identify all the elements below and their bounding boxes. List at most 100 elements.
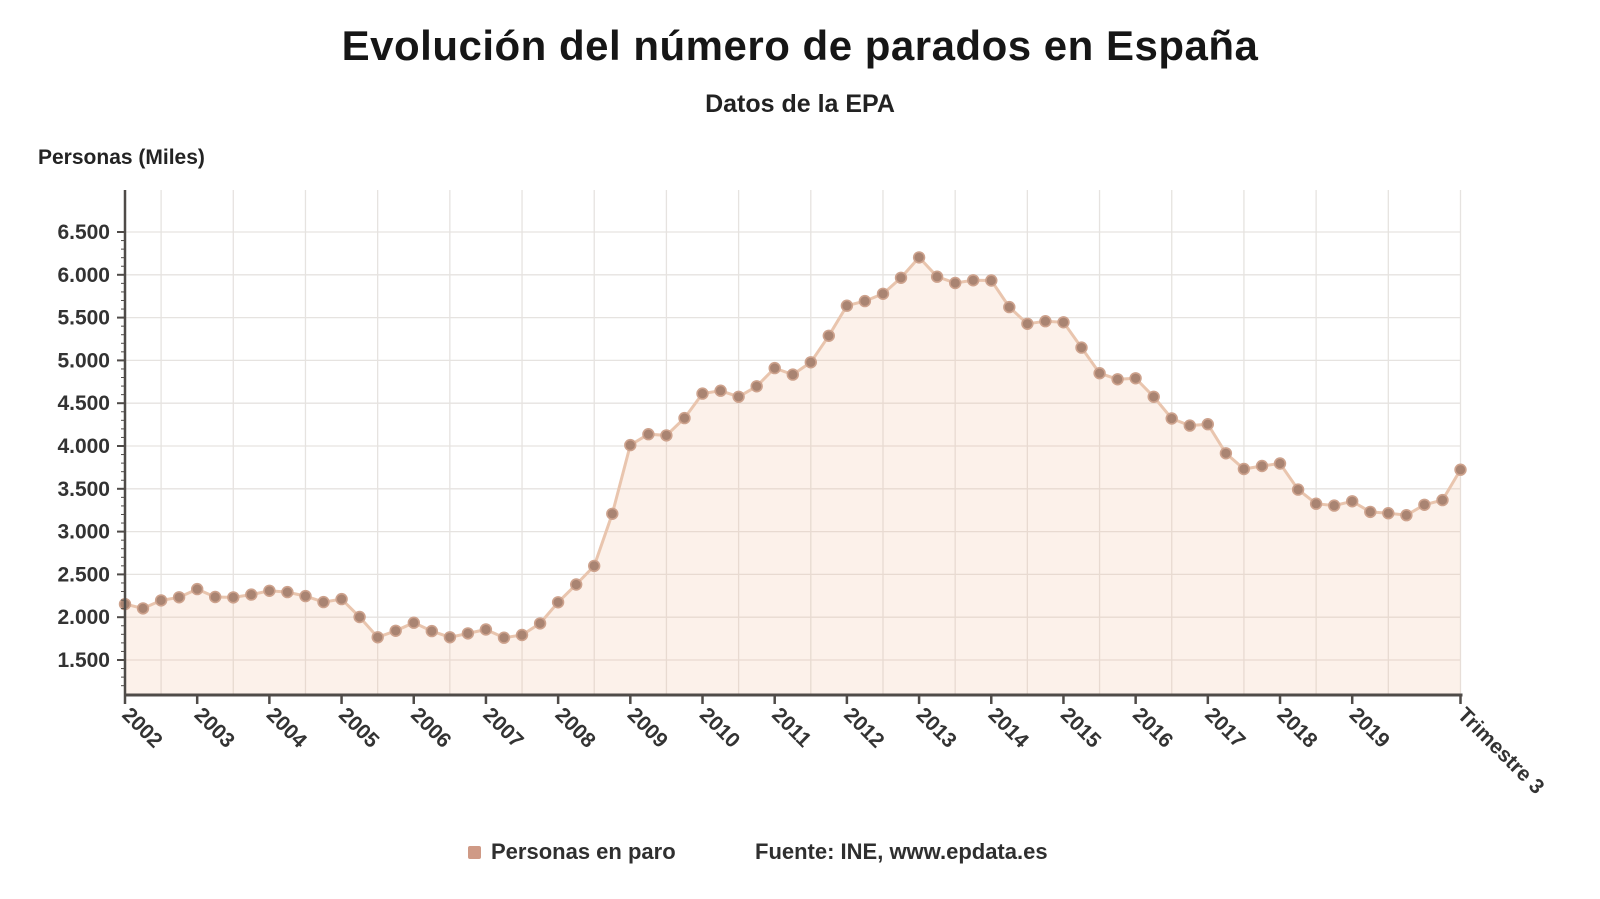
data-point	[894, 271, 908, 284]
data-point	[678, 411, 691, 425]
data-point	[209, 590, 222, 604]
data-point	[660, 429, 673, 442]
data-point	[1111, 373, 1124, 386]
x-tick-label: 2004	[262, 703, 312, 753]
data-point	[750, 380, 763, 393]
data-point	[587, 559, 601, 573]
data-point	[912, 251, 926, 264]
data-point	[299, 589, 312, 603]
data-point	[425, 624, 438, 638]
data-point	[1255, 459, 1269, 473]
data-point	[1273, 457, 1287, 470]
x-tick-label: 2018	[1272, 703, 1322, 753]
data-point	[1057, 316, 1070, 329]
x-tick-label: 2010	[695, 703, 744, 752]
x-tick-label: 2003	[190, 703, 239, 752]
data-point	[1003, 300, 1016, 314]
y-tick-label: 6.000	[57, 264, 110, 287]
data-point	[1436, 493, 1449, 507]
source-credit: Fuente: INE, www.epdata.es	[755, 839, 1048, 864]
y-tick-label: 4.500	[57, 392, 110, 415]
data-point	[804, 356, 817, 369]
data-point	[1291, 483, 1305, 496]
data-point	[696, 387, 709, 400]
data-point	[786, 368, 799, 381]
data-point	[191, 582, 204, 596]
data-point	[1165, 412, 1178, 425]
y-tick-label: 5.500	[57, 307, 110, 330]
y-tick-label: 2.500	[57, 563, 110, 586]
data-point	[353, 610, 366, 624]
y-tick-label: 3.000	[57, 521, 110, 544]
data-point	[245, 588, 258, 601]
data-point	[335, 592, 348, 606]
y-tick-label: 3.500	[57, 478, 110, 501]
data-point	[1327, 499, 1341, 512]
x-tick-label: 2008	[551, 703, 601, 753]
data-point	[1400, 509, 1413, 522]
data-point	[1382, 507, 1395, 520]
data-point	[1309, 497, 1323, 510]
data-point	[227, 591, 240, 604]
data-point	[461, 627, 475, 640]
data-point	[407, 616, 420, 629]
data-point	[1093, 367, 1106, 380]
y-tick-label: 5.000	[57, 349, 110, 372]
data-point	[822, 329, 835, 342]
x-tick-label: 2002	[117, 703, 166, 752]
data-point	[515, 628, 529, 642]
data-point	[154, 594, 168, 607]
data-point	[714, 384, 727, 397]
data-point	[1021, 317, 1034, 330]
data-point	[443, 631, 457, 644]
data-point	[1454, 463, 1467, 476]
y-axis-title: Personas (Miles)	[38, 146, 205, 169]
y-tick-label: 2.000	[57, 606, 110, 629]
x-tick-label: 2014	[984, 703, 1034, 753]
data-point	[768, 361, 781, 375]
y-tick-label: 6.500	[57, 221, 110, 244]
data-point	[1237, 462, 1251, 476]
data-point	[642, 428, 655, 441]
data-point	[479, 623, 493, 636]
x-tick-label: 2012	[839, 703, 888, 752]
y-tick-label: 1.500	[57, 649, 110, 672]
data-point	[966, 274, 980, 287]
chart-title: Evolución del número de parados en Españ…	[341, 22, 1259, 69]
gridlines	[125, 190, 1462, 695]
data-point	[317, 595, 330, 609]
data-point	[497, 631, 511, 644]
data-point	[858, 294, 872, 308]
series-marker-icon	[468, 845, 481, 859]
x-tick-label: 2005	[334, 703, 384, 753]
series-area	[125, 257, 1461, 695]
data-point	[1039, 315, 1052, 328]
x-tick-label: 2013	[912, 703, 961, 752]
series-points	[118, 251, 1467, 644]
data-point	[1147, 390, 1160, 403]
y-tick-label: 4.000	[57, 435, 110, 458]
data-point	[606, 507, 619, 520]
data-point	[569, 578, 583, 591]
x-tick-label: 2016	[1128, 703, 1177, 752]
data-point	[389, 624, 402, 637]
legend-series-label: Personas en paro	[491, 839, 676, 864]
data-point	[840, 299, 854, 312]
x-tick-label: 2015	[1056, 703, 1106, 753]
data-point	[1418, 498, 1431, 511]
data-point	[281, 585, 294, 599]
x-tick-label: 2009	[623, 703, 672, 752]
data-point	[624, 438, 637, 452]
x-tick-label: 2017	[1200, 703, 1249, 752]
data-point	[1219, 447, 1233, 460]
x-tick-label: 2007	[478, 703, 527, 752]
data-point	[1201, 418, 1215, 431]
x-tick-label: 2011	[767, 703, 816, 752]
data-point	[371, 631, 384, 644]
data-point	[172, 591, 186, 604]
data-point	[948, 276, 962, 290]
data-point	[136, 602, 150, 615]
chart-subtitle: Datos de la EPA	[705, 90, 895, 118]
